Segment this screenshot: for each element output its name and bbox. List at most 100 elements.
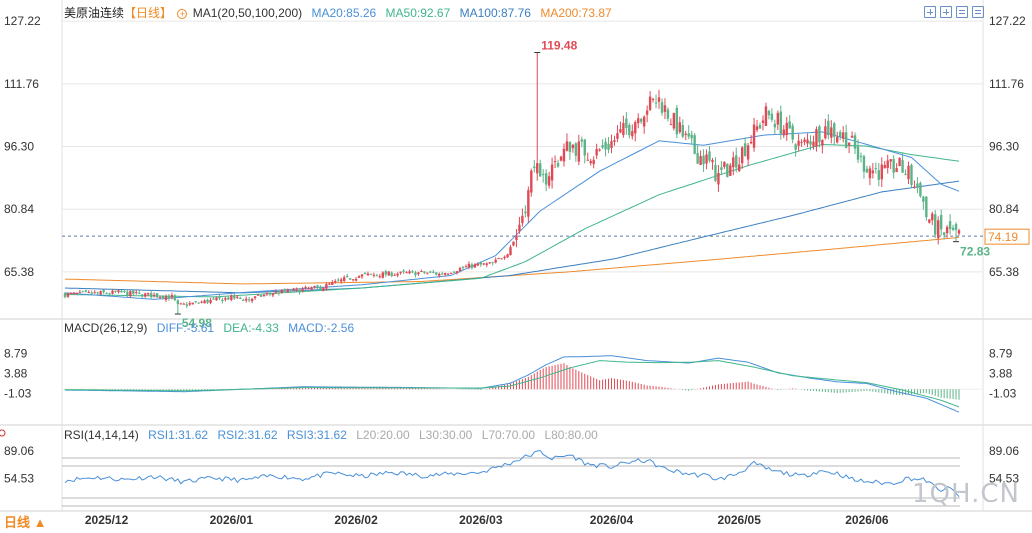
candle-body <box>815 129 818 147</box>
rsi-l20: L20:20.00 <box>356 428 410 442</box>
macd-diff-value: DIFF:-5.61 <box>156 321 215 335</box>
candle-body <box>135 292 138 294</box>
candle-body <box>84 290 87 292</box>
candle-body <box>313 286 316 288</box>
rsi-tick-label-right: 89.06 <box>989 444 1019 458</box>
x-tick-label: 2025/12 <box>85 513 129 527</box>
ma200-line <box>64 236 960 285</box>
candle-body <box>782 129 785 136</box>
candle-body <box>209 299 212 303</box>
period-select-button[interactable]: 日线 ▲ <box>4 515 47 530</box>
candle-body <box>619 129 622 133</box>
candle-body <box>957 230 961 234</box>
last-low-annotation: 72.83 <box>960 245 990 259</box>
zoom-in-icon[interactable] <box>924 6 936 18</box>
candle-body <box>488 262 491 264</box>
candle-body <box>634 122 637 134</box>
candle-body <box>934 214 937 235</box>
ma20-line <box>64 131 960 300</box>
candle-body <box>773 123 777 128</box>
candle-body <box>262 294 266 297</box>
candle-body <box>803 139 806 142</box>
macd-dea-value: DEA:-4.33 <box>223 321 279 335</box>
candle-body <box>628 124 631 136</box>
candle-body <box>63 293 67 297</box>
candle-body <box>319 286 322 290</box>
candle-body <box>544 173 548 185</box>
candle-body <box>158 297 162 299</box>
candle-body <box>274 291 278 293</box>
candle-body <box>420 270 423 272</box>
candle-body <box>301 288 304 292</box>
candle-body <box>598 149 601 151</box>
candle-body <box>675 107 679 135</box>
candle-body <box>111 290 114 294</box>
candle-body <box>417 272 420 275</box>
candle-body <box>381 272 385 278</box>
candle-body <box>809 141 812 145</box>
candle-body <box>699 156 702 166</box>
candle-body <box>729 165 732 176</box>
candle-body <box>467 263 471 267</box>
candle-body <box>66 293 70 297</box>
y-tick-label-left: 127.22 <box>4 14 41 28</box>
candle-body <box>883 164 886 169</box>
candle-body <box>244 298 248 301</box>
candle-body <box>221 299 224 302</box>
candle-body <box>648 96 652 110</box>
candle-body <box>69 293 73 295</box>
candle-body <box>931 213 934 221</box>
rsi-l30: L30:30.00 <box>418 428 473 442</box>
candle-body <box>536 163 539 174</box>
candle-body <box>951 227 955 230</box>
layout-icon[interactable] <box>972 6 984 18</box>
candle-body <box>325 284 328 289</box>
candle-body <box>307 288 310 290</box>
candle-body <box>357 276 361 278</box>
candle-body <box>509 247 512 256</box>
candle-body <box>948 221 952 230</box>
indicator-icon[interactable] <box>956 6 968 18</box>
candle-body <box>206 299 209 303</box>
candle-body <box>521 215 524 224</box>
candle-body <box>910 164 913 185</box>
candle-body <box>310 287 313 290</box>
candle-body <box>714 164 717 181</box>
zoom-out-icon[interactable] <box>940 6 952 18</box>
main-legend: 美原油连续【日线】 + MA1(20,50,100,200) MA20:85.2… <box>64 6 618 20</box>
rsi-tick-label-left: 89.06 <box>4 444 34 458</box>
candle-body <box>146 293 150 295</box>
candle-body <box>550 164 554 181</box>
y-tick-label-right: 111.76 <box>989 77 1024 91</box>
candle-body <box>283 290 286 292</box>
candle-body <box>120 290 123 293</box>
candle-body <box>464 266 468 268</box>
instrument-title: 美原油连续 <box>64 6 125 20</box>
settings-circle-icon[interactable]: + <box>177 9 188 19</box>
candle-body <box>788 121 791 129</box>
period-tag[interactable]: 【日线】 <box>124 6 173 20</box>
candle-body <box>919 182 922 197</box>
candle-body <box>743 143 747 156</box>
x-tick-label: 2026/02 <box>334 513 378 527</box>
candle-body <box>331 282 334 285</box>
rsi-line <box>64 449 960 498</box>
candle-body <box>785 122 788 136</box>
candle-body <box>242 299 245 301</box>
candle-body <box>853 135 857 149</box>
candle-body <box>194 301 197 303</box>
candle-body <box>105 292 108 294</box>
candle-body <box>524 211 527 214</box>
candle-body <box>565 141 569 151</box>
candle-body <box>143 293 147 297</box>
ma50-value: MA50:92.67 <box>385 6 451 20</box>
candle-body <box>443 273 447 275</box>
rsi-l70: L70:70.00 <box>481 428 536 442</box>
candle-body <box>859 155 863 157</box>
candle-body <box>642 116 646 127</box>
candle-body <box>794 144 797 150</box>
candle-body <box>432 271 435 273</box>
candle-body <box>838 132 842 137</box>
